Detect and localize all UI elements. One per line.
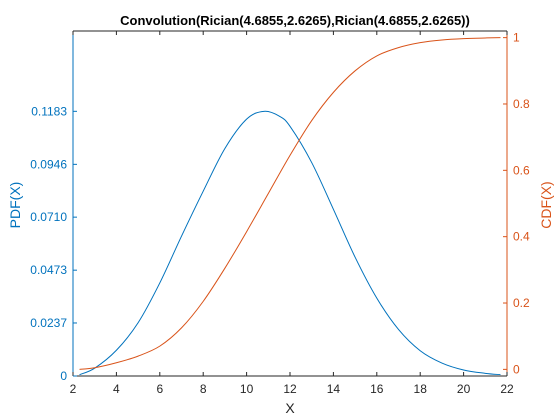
plot-area <box>79 37 501 376</box>
x-tick-label: 14 <box>327 382 341 396</box>
y-right-tick-label: 0.2 <box>513 296 530 310</box>
y-right-axis-label: CDF(X) <box>538 181 554 228</box>
y-right-tick-label: 0.6 <box>513 163 530 177</box>
y-right-tick-label: 0.4 <box>513 230 530 244</box>
y-right-tick-label: 0.8 <box>513 97 530 111</box>
y-left-tick-label: 0.0946 <box>30 157 67 171</box>
y-left-tick-label: 0.0473 <box>30 263 67 277</box>
y-left-tick-label: 0.0710 <box>30 210 67 224</box>
x-tick-label: 18 <box>414 382 428 396</box>
y-right-tick-label: 1 <box>513 31 520 45</box>
chart-title: Convolution(Rician(4.6855,2.6265),Rician… <box>120 13 470 28</box>
pdf-series-line <box>79 110 501 376</box>
cdf-series-line <box>79 37 501 370</box>
x-tick-label: 20 <box>457 382 471 396</box>
y-right-tick-label: 0 <box>513 362 520 376</box>
y-left-axis-label: PDF(X) <box>7 182 23 229</box>
x-tick-label: 22 <box>500 382 514 396</box>
x-tick-label: 12 <box>283 382 297 396</box>
x-tick-label: 10 <box>240 382 254 396</box>
axes: 2 4 6 8 10 12 14 16 18 20 2200.02370.04730.07100.0… <box>30 30 530 396</box>
x-tick-label: 2 <box>70 382 77 396</box>
y-left-tick-label: 0 <box>60 369 67 383</box>
x-tick-label: 6 <box>156 382 163 396</box>
x-tick-label: 8 <box>200 382 207 396</box>
y-left-tick-label: 0.1183 <box>31 104 67 118</box>
y-left-tick-label: 0.0237 <box>30 316 67 330</box>
x-axis-label: X <box>285 400 295 416</box>
x-tick-label: 4 <box>113 382 120 396</box>
x-tick-label: 16 <box>370 382 384 396</box>
